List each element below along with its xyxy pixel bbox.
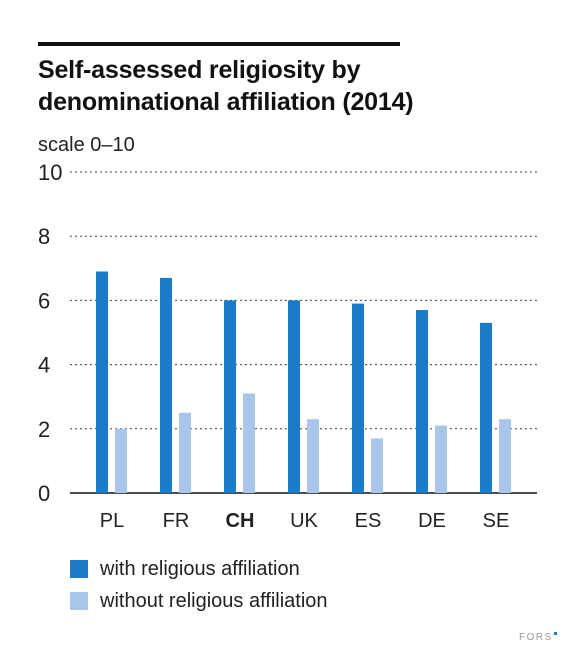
source-text: FORS bbox=[519, 632, 553, 643]
x-tick-label-ch: CH bbox=[226, 510, 255, 532]
bar-de-series-0 bbox=[416, 310, 428, 493]
bar-es-series-0 bbox=[352, 303, 364, 493]
legend-swatch-without-affiliation bbox=[70, 592, 88, 610]
y-tick-label-4: 4 bbox=[38, 353, 50, 378]
bar-se-series-0 bbox=[480, 322, 492, 493]
bar-pl-series-1 bbox=[115, 428, 127, 493]
y-axis-label: scale 0–10 bbox=[38, 134, 135, 156]
bar-pl-series-0 bbox=[96, 271, 108, 493]
bar-fr-series-1 bbox=[179, 412, 191, 493]
y-tick-label-2: 2 bbox=[38, 417, 50, 442]
legend: with religious affiliation without relig… bbox=[70, 553, 328, 617]
x-tick-label-uk: UK bbox=[290, 510, 318, 532]
bar-uk-series-1 bbox=[307, 419, 319, 493]
y-tick-label-10: 10 bbox=[38, 160, 62, 185]
legend-item-without-affiliation: without religious affiliation bbox=[70, 585, 328, 617]
y-tick-label-0: 0 bbox=[38, 481, 50, 506]
legend-label-without-affiliation: without religious affiliation bbox=[100, 589, 328, 612]
chart-title-line-1: Self-assessed religiosity by bbox=[38, 56, 361, 84]
legend-swatch-with-affiliation bbox=[70, 560, 88, 578]
bar-fr-series-0 bbox=[160, 277, 172, 493]
title-rule bbox=[38, 42, 400, 46]
y-tick-label-6: 6 bbox=[38, 288, 50, 313]
y-tick-label-8: 8 bbox=[38, 224, 50, 249]
bar-de-series-1 bbox=[435, 425, 447, 493]
x-tick-label-pl: PL bbox=[100, 510, 124, 532]
legend-item-with-affiliation: with religious affiliation bbox=[70, 553, 328, 585]
chart-title-line-2: denominational affiliation (2014) bbox=[38, 88, 414, 116]
source-logo: FORS bbox=[519, 632, 557, 643]
bar-se-series-1 bbox=[499, 419, 511, 493]
x-tick-label-fr: FR bbox=[163, 510, 190, 532]
x-tick-label-es: ES bbox=[355, 510, 382, 532]
chart-title: Self-assessed religiosity by denominatio… bbox=[38, 54, 558, 118]
x-tick-label-de: DE bbox=[418, 510, 446, 532]
bar-ch-series-1 bbox=[243, 393, 255, 493]
legend-label-with-affiliation: with religious affiliation bbox=[100, 557, 300, 580]
bar-ch-series-0 bbox=[224, 300, 236, 493]
bar-uk-series-0 bbox=[288, 300, 300, 493]
source-logo-dot bbox=[553, 632, 557, 635]
bar-es-series-1 bbox=[371, 438, 383, 493]
x-tick-label-se: SE bbox=[483, 510, 510, 532]
